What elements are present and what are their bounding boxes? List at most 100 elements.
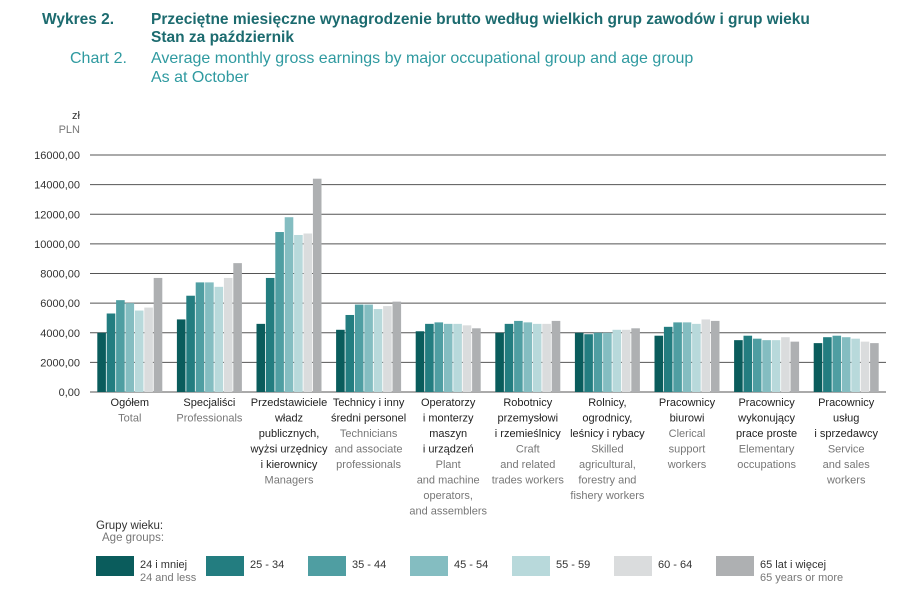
bar xyxy=(294,234,303,392)
bar xyxy=(284,217,294,392)
chart-label-en: Chart 2. xyxy=(70,50,127,67)
bar xyxy=(673,322,682,392)
chart-title-pl: Przeciętne miesięczne wynagrodzenie brut… xyxy=(151,11,810,28)
y-axis-unit-pl: zł xyxy=(72,110,80,122)
bar xyxy=(574,332,584,392)
bar xyxy=(692,323,701,392)
x-category-label-pl: Robotnicy xyxy=(503,397,552,409)
legend-item: 65 lat i więcej 65 years or more xyxy=(716,556,843,585)
bar xyxy=(532,323,542,392)
bar xyxy=(223,277,233,392)
bar xyxy=(472,328,481,392)
bar xyxy=(462,325,472,392)
bar xyxy=(781,337,790,392)
x-category-label-en: Elementary xyxy=(739,444,795,456)
x-category-label-en: Managers xyxy=(265,475,314,487)
x-category-label-pl: Pracownicy xyxy=(738,397,795,409)
x-category-label-en: and associate xyxy=(335,444,403,456)
y-tick-label: 12000,00 xyxy=(34,209,80,221)
bar xyxy=(373,309,383,392)
bar xyxy=(495,332,504,392)
x-category-label-pl: Operatorzy xyxy=(421,397,476,409)
bar xyxy=(205,282,214,392)
bar xyxy=(790,341,800,392)
bar xyxy=(364,304,373,392)
legend-title-pl: Grupy wieku: xyxy=(96,520,164,532)
x-category-label-en: Plant xyxy=(436,459,461,471)
x-category-label-en: and assemblers xyxy=(409,506,487,518)
bar xyxy=(125,303,135,392)
x-category-label-pl: Rolnicy, xyxy=(588,397,626,409)
bar xyxy=(771,340,781,392)
bar xyxy=(392,301,402,392)
legend-swatch xyxy=(410,556,448,576)
x-category-label-en: Service xyxy=(828,444,865,456)
bar xyxy=(312,178,322,392)
bar xyxy=(425,323,434,392)
bar xyxy=(860,341,870,392)
x-category-label-en: Technicians xyxy=(340,428,398,440)
legend-item: 25 - 34 xyxy=(206,556,284,576)
bar xyxy=(256,323,266,392)
chart-title-en: Average monthly gross earnings by major … xyxy=(151,50,694,67)
x-category-label-pl: i rzemieślnicy xyxy=(495,428,562,440)
x-category-label-en: fishery workers xyxy=(570,490,644,502)
x-category-label-en: and machine xyxy=(417,475,480,487)
bar xyxy=(345,314,355,392)
legend-sublabel: 65 years or more xyxy=(760,572,844,584)
y-tick-label: 4000,00 xyxy=(40,328,80,340)
bar xyxy=(116,300,125,392)
bar xyxy=(453,323,462,392)
legend-label: 60 - 64 xyxy=(658,559,693,571)
legend-title: Grupy wieku: Age groups: xyxy=(96,520,164,544)
x-category-label-pl: Pracownicy xyxy=(659,397,716,409)
x-category-label-pl: i sprzedawcy xyxy=(814,428,878,440)
x-category-label-pl: Technicy i inny xyxy=(333,397,405,409)
legend-title-en: Age groups: xyxy=(102,532,165,544)
bar xyxy=(514,320,523,392)
y-tick-label: 10000,00 xyxy=(34,239,80,251)
x-category-label-pl: wyżsi urzędnicy xyxy=(249,444,328,456)
x-category-label-en: workers xyxy=(667,459,707,471)
x-category-label-en: professionals xyxy=(336,459,401,471)
bar xyxy=(214,286,224,392)
x-category-label-pl: usług xyxy=(833,413,859,425)
x-category-label-pl: publicznych, xyxy=(259,428,320,440)
bar xyxy=(195,282,205,392)
bar xyxy=(265,277,275,392)
x-category-label-pl: Specjaliści xyxy=(183,397,235,409)
x-category-label-en: and related xyxy=(500,459,555,471)
bar xyxy=(682,322,692,392)
bar xyxy=(383,306,392,392)
x-category-label-en: Total xyxy=(118,413,141,425)
legend-item: 24 i mniej 24 and less xyxy=(96,556,196,585)
bar xyxy=(593,332,603,392)
legend-label: 55 - 59 xyxy=(556,559,591,571)
bar xyxy=(303,233,313,392)
bar xyxy=(710,320,720,392)
legend-item: 55 - 59 xyxy=(512,556,590,576)
legend-swatch xyxy=(716,556,754,576)
x-category-label-en: workers xyxy=(826,475,866,487)
bar xyxy=(434,322,444,392)
x-category-label-en: and sales xyxy=(823,459,871,471)
x-category-label-en: trades workers xyxy=(492,475,565,487)
x-category-label-pl: i monterzy xyxy=(423,413,474,425)
legend-sublabel: 24 and less xyxy=(140,572,197,584)
y-axis-unit-en: PLN xyxy=(58,124,80,136)
x-category-label-pl: prace proste xyxy=(736,428,797,440)
y-tick-label: 8000,00 xyxy=(40,269,80,281)
x-category-label-en: forestry and xyxy=(578,475,636,487)
x-category-label-en: occupations xyxy=(737,459,796,471)
legend-swatch xyxy=(96,556,134,576)
x-category-label-pl: przemysłowi xyxy=(498,413,559,425)
bar xyxy=(176,319,186,392)
bar xyxy=(841,337,851,392)
legend-item: 45 - 54 xyxy=(410,556,488,576)
legend-swatch xyxy=(614,556,652,576)
x-category-label-pl: leśnicy i rybacy xyxy=(570,428,645,440)
bar xyxy=(701,319,711,392)
bar xyxy=(813,343,823,392)
x-category-label-pl: Pracownicy xyxy=(818,397,875,409)
legend-label: 24 i mniej xyxy=(140,559,188,571)
